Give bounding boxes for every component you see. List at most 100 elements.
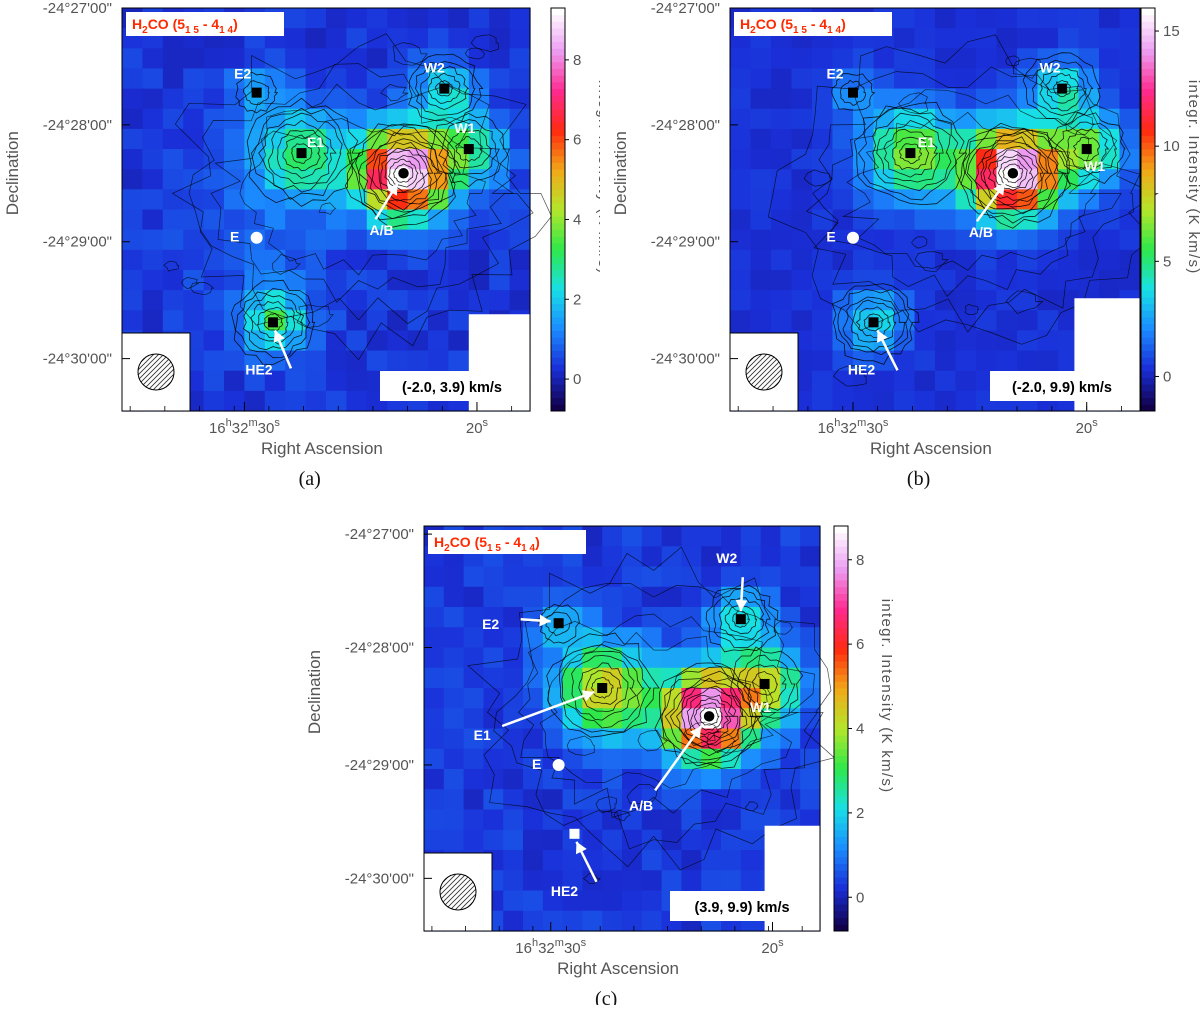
heatmap-pixel xyxy=(122,169,143,190)
heatmap-pixel xyxy=(542,789,564,811)
heatmap-pixel xyxy=(264,249,286,271)
heatmap-pixel xyxy=(509,28,531,49)
colorbar-segment xyxy=(551,81,565,90)
heatmap-pixel xyxy=(750,88,772,110)
heatmap-pixel xyxy=(523,748,544,770)
contour-line xyxy=(415,61,476,116)
colorbar-tick-label: 5 xyxy=(1163,253,1171,270)
heatmap-pixel xyxy=(305,68,327,90)
heatmap-pixel xyxy=(853,290,875,311)
colorbar-segment xyxy=(1141,229,1155,237)
heatmap-pixel xyxy=(771,68,793,90)
heatmap-pixel xyxy=(366,229,388,251)
contour-line xyxy=(1022,52,1102,125)
heatmap-pixel xyxy=(326,209,347,231)
heatmap-pixel xyxy=(1119,48,1141,70)
heatmap-pixel xyxy=(503,789,524,811)
heatmap-pixel xyxy=(760,546,781,568)
source-marker-e xyxy=(250,231,263,244)
colorbar-segment xyxy=(551,68,565,76)
colorbar-segment xyxy=(1141,88,1155,96)
contour-line xyxy=(987,149,1040,196)
heatmap-pixel xyxy=(750,249,772,271)
heatmap-pixel xyxy=(264,229,286,251)
heatmap-pixel xyxy=(428,330,449,352)
heatmap-pixel xyxy=(1037,330,1059,352)
colorbar-segment xyxy=(551,330,565,338)
y-tick-label: -24°30'00" xyxy=(651,351,720,368)
heatmap-pixel xyxy=(894,8,916,29)
colorbar-segment xyxy=(834,863,848,871)
colorbar-segment xyxy=(834,742,848,750)
heatmap-pixel xyxy=(424,586,445,608)
contour-line xyxy=(737,654,796,713)
heatmap-pixel xyxy=(914,128,936,150)
contour-line xyxy=(876,120,944,183)
colorbar-segment xyxy=(834,856,848,864)
heatmap-pixel xyxy=(622,910,643,932)
heatmap-pixel xyxy=(582,809,603,831)
source-marker-w1 xyxy=(1081,144,1092,155)
heatmap-pixel xyxy=(622,769,643,790)
heatmap-pixel xyxy=(224,269,245,291)
heatmap-pixel xyxy=(162,128,184,150)
contour-line xyxy=(637,730,669,752)
colorbar-segment xyxy=(551,236,565,244)
heatmap-pixel xyxy=(780,667,801,689)
colorbar-segment xyxy=(834,701,848,709)
colorbar-segment xyxy=(551,316,565,325)
heatmap-pixel xyxy=(366,88,388,110)
source-label-e2: E2 xyxy=(482,616,499,632)
heatmap-pixel xyxy=(582,586,603,608)
contour-line xyxy=(344,123,461,229)
heatmap-pixel xyxy=(935,88,957,110)
heatmap-pixel xyxy=(812,330,834,352)
heatmap-pixel xyxy=(955,229,977,251)
heatmap-pixel xyxy=(424,789,445,811)
heatmap-pixel xyxy=(542,890,564,912)
heatmap-pixel xyxy=(894,189,916,211)
heatmap-pixel xyxy=(894,28,916,49)
colorbar-segment xyxy=(834,904,848,912)
heatmap-pixel xyxy=(681,748,702,770)
heatmap-pixel xyxy=(622,728,643,750)
heatmap-pixel xyxy=(305,209,327,231)
heatmap-pixel xyxy=(976,310,998,331)
heatmap-pixel xyxy=(996,28,1018,49)
heatmap-pixel xyxy=(771,229,793,251)
contour-line xyxy=(210,83,515,303)
heatmap-pixel xyxy=(523,809,544,831)
heatmap-pixel xyxy=(1058,269,1080,291)
heatmap-pixel xyxy=(701,526,722,547)
heatmap-pixel xyxy=(935,189,957,211)
chart-b-svg: H2CO (51 5 - 41 4)(-2.0, 9.9) km/sE2E1W2… xyxy=(611,0,1200,490)
heatmap-pixel xyxy=(224,370,245,392)
heatmap-pixel xyxy=(760,728,781,750)
plot-frame xyxy=(729,7,1141,412)
contour-line xyxy=(455,136,483,163)
heatmap-pixel xyxy=(894,209,916,231)
heatmap-pixel xyxy=(203,370,225,392)
heatmap-pixel xyxy=(935,269,957,291)
heatmap-pixel xyxy=(443,728,465,750)
heatmap-pixel xyxy=(509,149,531,170)
colorbar-segment xyxy=(551,41,565,49)
title-part: ) xyxy=(535,534,540,550)
heatmap-pixel xyxy=(203,310,225,331)
heatmap-pixel xyxy=(305,370,327,392)
heatmap-pixel xyxy=(760,586,781,608)
title-box xyxy=(126,12,284,36)
colorbar-segment xyxy=(1141,316,1155,325)
heatmap-pixel xyxy=(542,870,564,892)
colorbar-segment xyxy=(1141,28,1155,36)
heatmap-pixel xyxy=(542,910,564,932)
heatmap-pixel xyxy=(914,28,936,49)
colorbar-segment xyxy=(834,843,848,851)
heatmap-pixel xyxy=(812,290,834,311)
heatmap-pixel xyxy=(285,370,307,392)
contour-line xyxy=(438,119,500,176)
heatmap-pixel xyxy=(894,249,916,271)
contour-line xyxy=(713,588,771,649)
heatmap-pixel xyxy=(661,748,682,770)
heatmap-pixel xyxy=(812,310,834,331)
